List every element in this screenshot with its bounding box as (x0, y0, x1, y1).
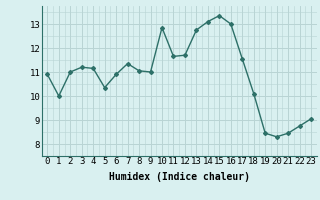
X-axis label: Humidex (Indice chaleur): Humidex (Indice chaleur) (109, 172, 250, 182)
